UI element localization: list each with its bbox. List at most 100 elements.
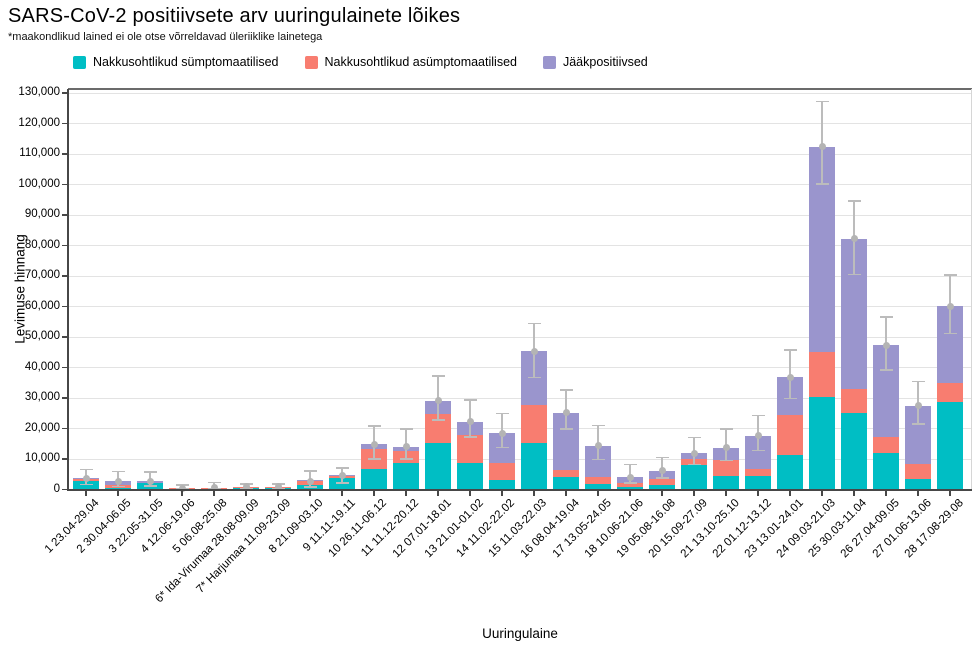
point-estimate-dot <box>178 484 186 492</box>
y-tick-mark <box>62 214 67 216</box>
x-tick-mark <box>821 491 823 496</box>
legend-label: Jääkpositiivsed <box>562 55 648 69</box>
error-bar-cap-top <box>335 467 349 469</box>
gridline <box>68 428 972 429</box>
point-estimate-dot <box>594 442 602 450</box>
error-bar-cap-top <box>79 468 93 471</box>
point-estimate-dot <box>882 341 890 349</box>
error-bar-cap-top <box>559 389 573 391</box>
y-tick-label: 0 <box>53 482 60 495</box>
bar-segment <box>521 405 547 443</box>
bar-segment <box>649 485 675 489</box>
error-bar-cap-top <box>367 425 381 427</box>
point-estimate-dot <box>498 429 506 437</box>
point-estimate-dot <box>818 142 826 150</box>
point-estimate-dot <box>946 302 954 310</box>
bar-segment <box>649 478 675 486</box>
legend-swatch-teal-icon <box>73 55 86 69</box>
error-bar-cap-bottom <box>367 458 381 460</box>
x-tick-mark <box>533 491 535 496</box>
error-bar-line <box>821 101 823 184</box>
error-bar-cap-top <box>527 322 541 325</box>
bar-segment <box>585 476 611 485</box>
point-estimate-dot <box>786 373 794 381</box>
y-tick-label: 30,000 <box>24 391 60 403</box>
bar-segment <box>361 468 387 489</box>
legend-label: Nakkusohtlikud sümptomaatilised <box>93 55 279 69</box>
error-bar-cap-bottom <box>719 459 733 462</box>
error-bar-cap-top <box>847 200 861 202</box>
error-bar-cap-bottom <box>431 419 445 421</box>
gridline <box>68 245 972 246</box>
bar-segment <box>553 469 579 477</box>
x-tick-mark <box>149 491 151 496</box>
error-bar-cap-top <box>815 100 829 103</box>
bar-segment <box>489 479 515 489</box>
x-tick-mark <box>501 491 503 496</box>
gridline <box>68 123 972 124</box>
y-tick-label: 80,000 <box>24 238 60 251</box>
x-tick-mark <box>725 491 727 496</box>
bar-segment <box>777 415 803 456</box>
point-estimate-dot <box>146 477 154 485</box>
x-axis-line <box>67 489 972 491</box>
error-bar-cap-top <box>623 463 637 466</box>
x-tick-label: 11 11.12-20.12 <box>359 497 422 559</box>
y-tick-mark <box>62 397 67 399</box>
gridline <box>68 306 972 307</box>
x-tick-mark <box>565 491 567 496</box>
error-bar-cap-top <box>783 349 797 351</box>
point-estimate-dot <box>210 484 218 492</box>
error-bar-cap-top <box>207 481 221 484</box>
x-tick-mark <box>117 491 119 496</box>
point-estimate-dot <box>370 440 378 448</box>
point-estimate-dot <box>914 402 922 410</box>
bar-segment <box>329 478 355 489</box>
x-tick-mark <box>693 491 695 496</box>
error-bar-cap-top <box>463 399 477 401</box>
bar-segment <box>777 455 803 489</box>
x-tick-label: 1 23.04-29.04 <box>42 497 102 556</box>
y-tick-mark <box>62 92 67 94</box>
point-estimate-dot <box>658 467 666 475</box>
error-bar-cap-bottom <box>79 483 93 486</box>
y-tick-label: 70,000 <box>24 269 60 281</box>
gridline <box>68 92 972 94</box>
y-tick-mark <box>62 275 67 277</box>
error-bar-cap-top <box>719 428 733 430</box>
y-tick-label: 120,000 <box>18 116 60 129</box>
bar-segment <box>105 487 131 489</box>
legend-item-asymptomatic: Nakkusohtlikud asümptomaatilised <box>304 55 517 69</box>
x-tick-mark <box>277 491 279 496</box>
error-bar-cap-bottom <box>623 482 637 484</box>
error-bar-cap-bottom <box>687 463 701 466</box>
gridline <box>68 214 972 216</box>
bar-segment <box>745 475 771 489</box>
x-tick-mark <box>341 491 343 496</box>
y-tick-mark <box>62 366 67 368</box>
x-tick-mark <box>629 491 631 496</box>
error-bar-cap-bottom <box>879 369 893 371</box>
error-bar-cap-bottom <box>591 458 605 461</box>
x-tick-mark <box>85 491 87 496</box>
point-estimate-dot <box>242 483 250 491</box>
error-bar-cap-bottom <box>815 183 829 185</box>
point-estimate-dot <box>626 473 634 481</box>
bar-segment <box>617 483 643 487</box>
bar-segment <box>937 401 963 489</box>
bar-segment <box>713 475 739 489</box>
x-tick-mark <box>757 491 759 496</box>
bar-segment <box>425 442 451 489</box>
legend-item-residual: Jääkpositiivsed <box>542 55 648 69</box>
legend-swatch-purple-icon <box>542 55 556 69</box>
error-bar-cap-bottom <box>463 436 477 438</box>
x-tick-mark <box>597 491 599 496</box>
x-tick-mark <box>949 491 951 496</box>
bar-segment <box>841 388 867 414</box>
chart-title: SARS-CoV-2 positiivsete arv uuringulaine… <box>8 5 461 27</box>
bar-segment <box>553 476 579 489</box>
y-tick-label: 110,000 <box>19 147 60 159</box>
x-axis-title: Uuringulaine <box>482 626 558 641</box>
error-bar-cap-top <box>655 456 669 459</box>
point-estimate-dot <box>690 449 698 457</box>
